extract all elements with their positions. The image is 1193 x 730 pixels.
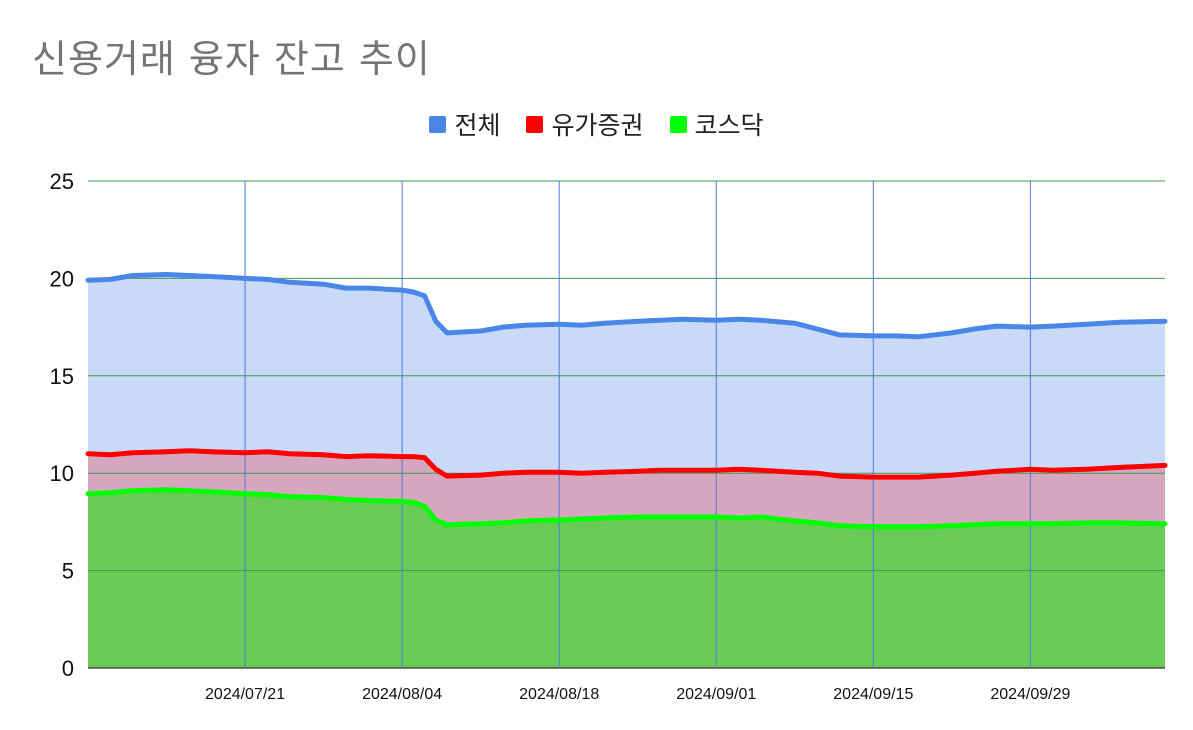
legend: 전체 유가증권 코스닥 <box>0 106 1193 142</box>
legend-swatch-kospi <box>526 115 544 133</box>
x-axis-ticks: 2024/07/21 2024/08/04 2024/08/18 2024/09/01… <box>205 686 1070 703</box>
y-axis-ticks: 0 5 10 15 20 25 <box>50 169 74 681</box>
area-fill-kosdaq <box>88 489 1165 668</box>
legend-item-kosdaq[interactable]: 코스닥 <box>669 106 764 142</box>
y-tick-label: 10 <box>50 461 74 486</box>
y-tick-label: 25 <box>50 169 74 194</box>
x-tick-label: 2024/09/01 <box>676 686 756 703</box>
x-tick-label: 2024/09/29 <box>990 686 1070 703</box>
y-tick-label: 0 <box>62 656 74 681</box>
y-tick-label: 15 <box>50 364 74 389</box>
legend-item-total[interactable]: 전체 <box>429 106 500 142</box>
x-tick-label: 2024/08/04 <box>362 686 442 703</box>
chart-title: 신용거래 융자 잔고 추이 <box>32 37 431 81</box>
legend-label-kospi: 유가증권 <box>551 111 644 140</box>
legend-swatch-total <box>429 115 447 133</box>
legend-item-kospi[interactable]: 유가증권 <box>526 106 644 142</box>
y-tick-label: 5 <box>62 559 74 584</box>
legend-swatch-kosdaq <box>669 115 687 133</box>
y-tick-label: 20 <box>50 266 74 291</box>
legend-label-kosdaq: 코스닥 <box>694 111 764 140</box>
x-tick-label: 2024/08/18 <box>519 686 599 703</box>
area-fills <box>88 274 1165 668</box>
series-lines <box>85 272 1168 530</box>
x-tick-label: 2024/09/15 <box>833 686 913 703</box>
legend-label-total: 전체 <box>454 111 501 140</box>
x-tick-label: 2024/07/21 <box>205 686 285 703</box>
